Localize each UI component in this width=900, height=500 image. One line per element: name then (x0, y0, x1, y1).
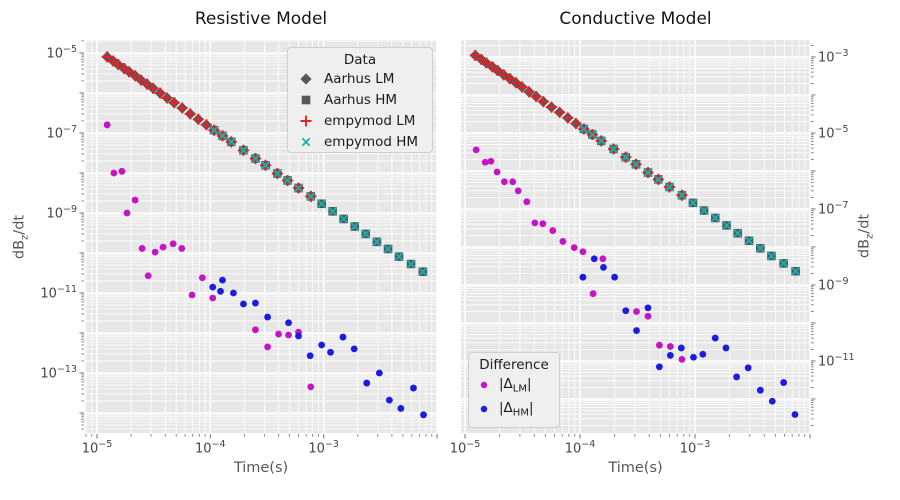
tick-label: 10−3 (818, 47, 849, 66)
legend-label-aarhus-lm: Aarhus LM (324, 70, 395, 87)
legend-row-empymod-lm: empymod LM (288, 110, 432, 131)
tick-label: 10−9 (46, 203, 77, 222)
ylabel-pre: dB (856, 238, 873, 259)
legend-label-delta-lm: |ΔLM| (499, 375, 532, 395)
blue-dot-icon (469, 401, 499, 417)
tick-label: 10−3 (679, 439, 711, 457)
series-diff-hm (579, 255, 799, 418)
ylabel-sub: z (864, 233, 876, 239)
difference-legend-title: Difference (479, 357, 549, 373)
resistive-x-axis-label: Time(s) (233, 460, 289, 476)
tick-label: 10−5 (449, 439, 481, 457)
series-diff-hm (209, 276, 427, 419)
square-marker-icon (288, 92, 324, 108)
tick-label: 10−11 (818, 351, 855, 370)
legend-label-aarhus-hm: Aarhus HM (324, 91, 398, 108)
x-marker-icon (288, 134, 324, 150)
magenta-dot-icon (469, 377, 499, 393)
diamond-marker-icon (288, 71, 324, 87)
tick-label: 10−11 (40, 283, 77, 302)
data-legend: Data Aarhus LM Aarhus HM empymod LM empy… (287, 47, 433, 153)
legend-label-empymod-hm: empymod HM (324, 133, 419, 150)
tick-label: 10−5 (818, 123, 849, 142)
legend-row-delta-lm: |ΔLM| (469, 373, 559, 397)
ylabel-post: /dt (11, 214, 28, 235)
resistive-plot-title: Resistive Model (194, 9, 328, 29)
resistive-y-axis-label: dBz/dt (12, 215, 31, 259)
legend-row-aarhus-hm: Aarhus HM (288, 89, 432, 110)
data-legend-title: Data (343, 52, 377, 68)
series-empymod-hm (209, 125, 428, 277)
tick-label: 10−13 (40, 363, 77, 382)
legend-label-delta-hm: |ΔHM| (499, 399, 534, 419)
plus-marker-icon (288, 113, 324, 129)
series-empymod-hm (579, 124, 800, 276)
legend-row-aarhus-lm: Aarhus LM (288, 68, 432, 89)
ylabel-pre: dB (11, 239, 28, 260)
legend-row-delta-hm: |ΔHM| (469, 397, 559, 421)
series-diff-lm (472, 146, 686, 363)
conductive-x-axis-label: Time(s) (608, 460, 663, 476)
series-empymod-lm (469, 49, 688, 201)
legend-row-empymod-hm: empymod HM (288, 131, 432, 152)
conductive-y-axis-label: dBz/dt (857, 214, 876, 258)
tick-label: 10−9 (818, 275, 849, 294)
tick-label: 10−4 (195, 439, 226, 457)
tick-label: 10−3 (308, 439, 339, 457)
tick-label: 10−7 (46, 123, 77, 142)
tick-label: 10−7 (818, 199, 849, 218)
tick-label: 10−5 (81, 439, 113, 457)
ylabel-sub: z (19, 234, 31, 240)
tick-label: 10−5 (46, 43, 77, 62)
tick-label: 10−4 (564, 439, 596, 457)
series-diff-lm (103, 121, 315, 391)
conductive-plot-title: Conductive Model (559, 9, 712, 29)
difference-legend: Difference |ΔLM| |ΔHM| (468, 352, 560, 428)
legend-label-empymod-lm: empymod LM (324, 112, 416, 129)
series-empymod-lm (101, 51, 317, 202)
